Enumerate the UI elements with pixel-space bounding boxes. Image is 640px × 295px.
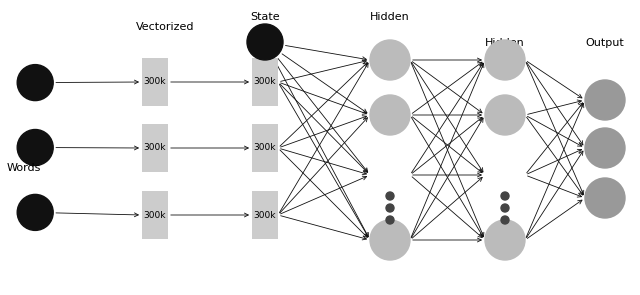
Text: 300k: 300k bbox=[253, 211, 276, 219]
Bar bbox=[142, 58, 168, 106]
Text: Words: Words bbox=[6, 163, 41, 173]
Text: Hidden: Hidden bbox=[370, 12, 410, 22]
Circle shape bbox=[501, 216, 509, 224]
Circle shape bbox=[585, 178, 625, 218]
Text: State: State bbox=[250, 12, 280, 22]
Bar bbox=[252, 124, 278, 172]
Circle shape bbox=[386, 204, 394, 212]
Bar bbox=[142, 191, 168, 239]
Circle shape bbox=[17, 194, 53, 230]
Bar bbox=[142, 124, 168, 172]
Text: Output: Output bbox=[586, 38, 625, 48]
Bar bbox=[252, 58, 278, 106]
Text: 300k: 300k bbox=[253, 78, 276, 86]
Text: 300k: 300k bbox=[144, 143, 166, 153]
Circle shape bbox=[501, 204, 509, 212]
Circle shape bbox=[17, 65, 53, 101]
Circle shape bbox=[485, 220, 525, 260]
Circle shape bbox=[247, 24, 283, 60]
Circle shape bbox=[386, 192, 394, 200]
Circle shape bbox=[585, 128, 625, 168]
Circle shape bbox=[17, 130, 53, 165]
Circle shape bbox=[485, 95, 525, 135]
Text: 300k: 300k bbox=[144, 78, 166, 86]
Bar bbox=[252, 191, 278, 239]
Text: Vectorized: Vectorized bbox=[136, 22, 195, 32]
Text: Hidden: Hidden bbox=[485, 38, 525, 48]
Circle shape bbox=[501, 192, 509, 200]
Text: 300k: 300k bbox=[144, 211, 166, 219]
Text: 300k: 300k bbox=[253, 143, 276, 153]
Circle shape bbox=[485, 40, 525, 80]
Circle shape bbox=[370, 40, 410, 80]
Circle shape bbox=[386, 216, 394, 224]
Circle shape bbox=[370, 95, 410, 135]
Circle shape bbox=[370, 220, 410, 260]
Circle shape bbox=[585, 80, 625, 120]
